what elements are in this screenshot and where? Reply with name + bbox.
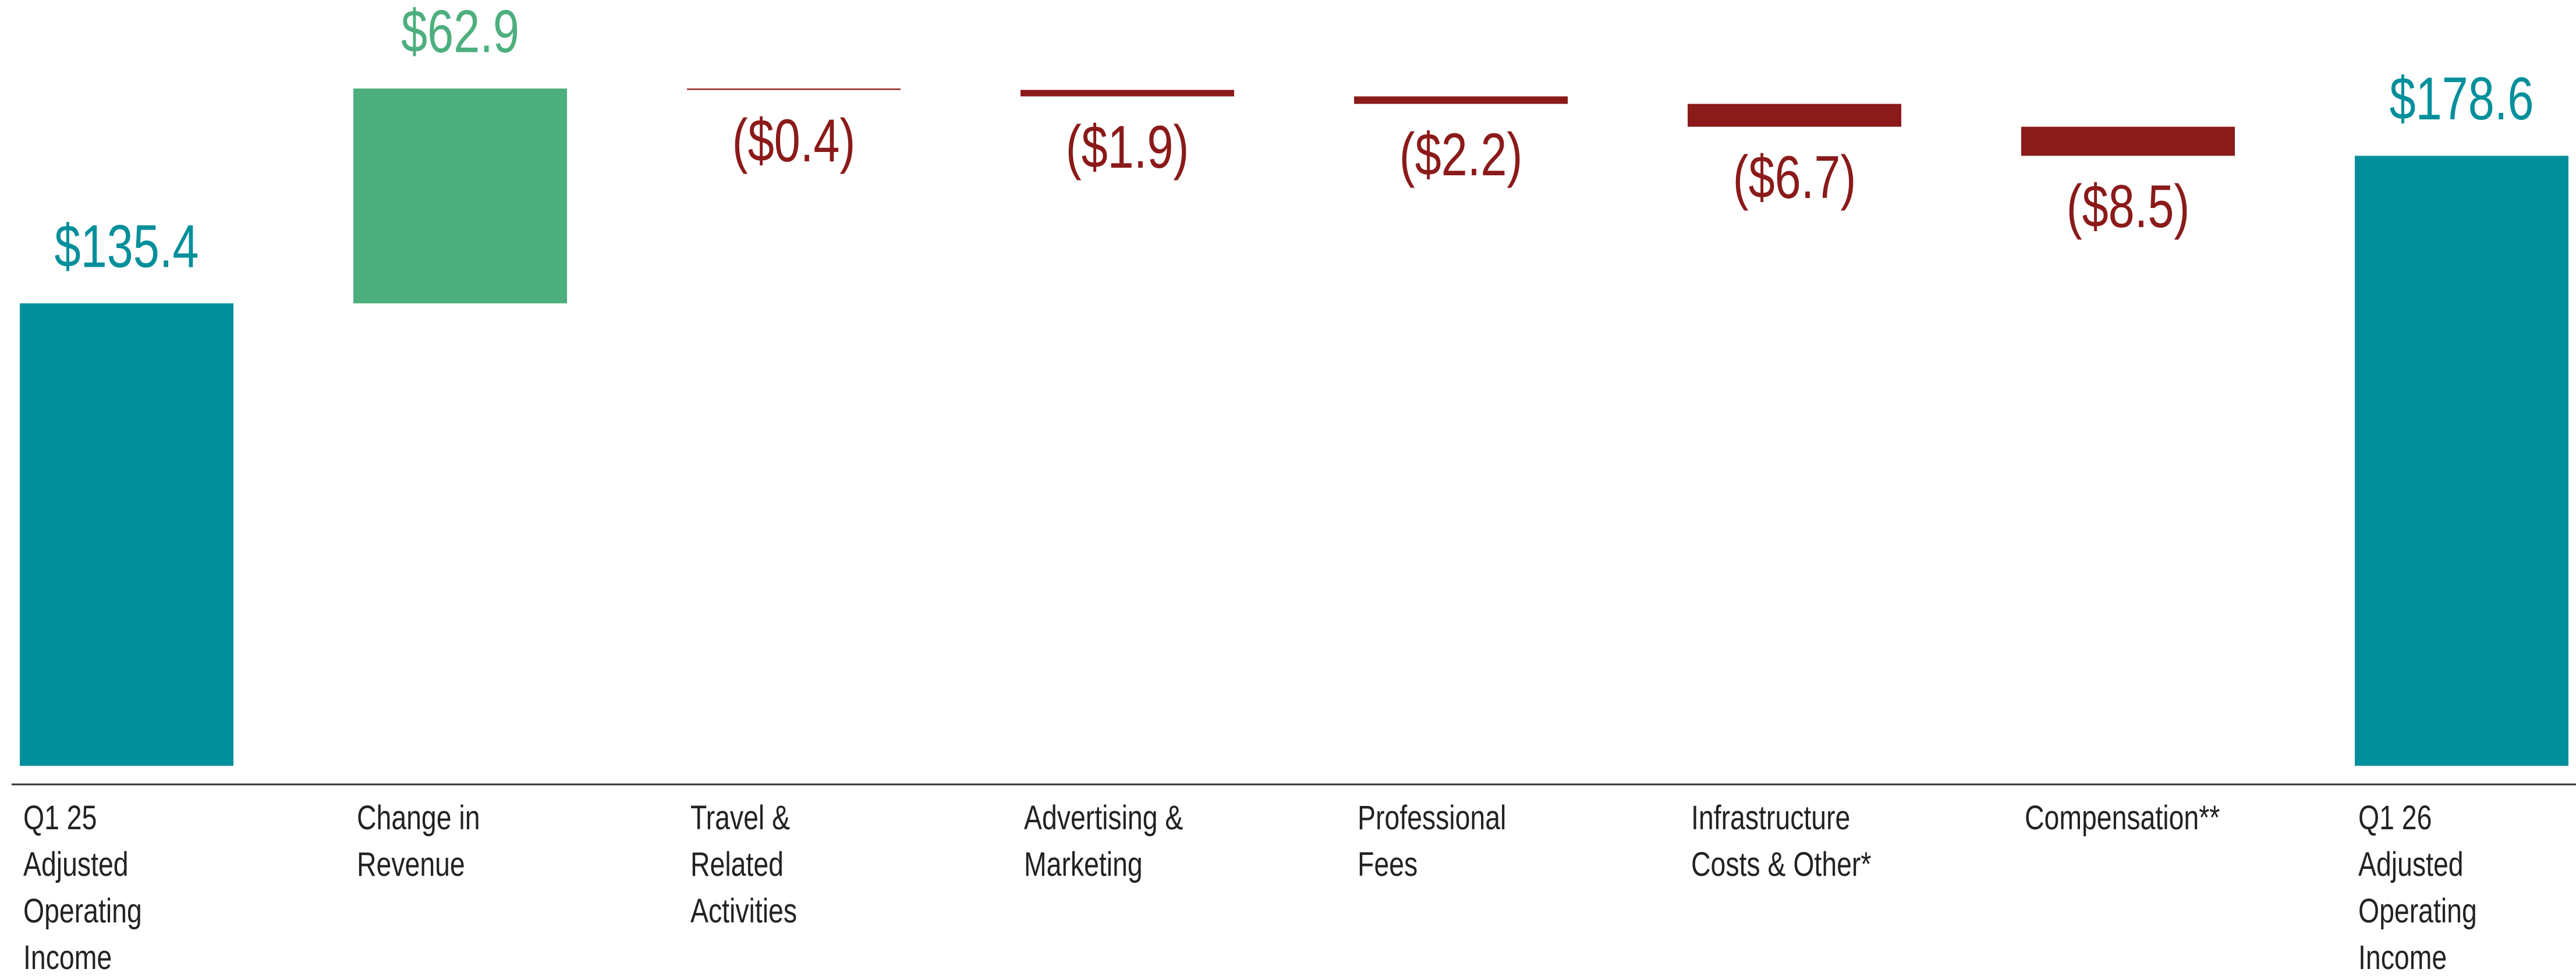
x-tick-label: Advertising & Marketing bbox=[1024, 795, 1183, 888]
value-label-group: ($6.7) bbox=[1733, 143, 1856, 211]
x-tick-label-line: Change in bbox=[357, 799, 480, 837]
bar bbox=[20, 303, 233, 766]
bar bbox=[1354, 96, 1568, 104]
x-tick-label-line: Revenue bbox=[357, 846, 465, 883]
x-tick-label: Q1 25 Adjusted Operating Income bbox=[23, 795, 142, 976]
x-tick-label-line: Q1 25 bbox=[23, 799, 97, 837]
bar bbox=[1688, 104, 1901, 127]
bar bbox=[2021, 126, 2235, 156]
bar bbox=[353, 89, 567, 303]
x-tick-label-line: Operating bbox=[23, 892, 142, 930]
x-tick-label-line: Adjusted bbox=[2358, 846, 2464, 883]
x-tick-label: Change in Revenue bbox=[357, 795, 480, 888]
x-tick-label-line: Compensation** bbox=[2025, 799, 2220, 837]
x-tick-label-line: Fees bbox=[1358, 846, 1418, 883]
value-label: $62.9 bbox=[401, 0, 519, 65]
x-tick-label-line: Related bbox=[690, 846, 784, 883]
x-tick-label: Travel & Related Activities bbox=[690, 795, 797, 935]
value-label: ($8.5) bbox=[2067, 172, 2190, 240]
x-tick-label-line: Activities bbox=[690, 892, 798, 930]
value-label-group: $62.9 bbox=[401, 0, 519, 65]
bar bbox=[2355, 155, 2568, 766]
value-label: ($6.7) bbox=[1733, 143, 1856, 211]
x-tick-label-line: Marketing bbox=[1024, 846, 1143, 883]
value-label-group: $178.6 bbox=[2389, 65, 2534, 132]
x-tick-label-line: Costs & Other* bbox=[1691, 846, 1872, 883]
x-tick-label: Q1 26 Adjusted Operating Income bbox=[2358, 795, 2477, 976]
x-tick-label-line: Travel & bbox=[690, 799, 791, 837]
value-label: $135.4 bbox=[54, 213, 199, 280]
value-label: $178.6 bbox=[2389, 65, 2534, 132]
x-tick-label: Infrastructure Costs & Other* bbox=[1691, 795, 1871, 888]
x-tick-label: Professional Fees bbox=[1358, 795, 1506, 888]
value-label-group: $135.4 bbox=[54, 213, 199, 280]
value-label-group: ($0.4) bbox=[732, 107, 856, 174]
x-tick-label-line: Infrastructure bbox=[1691, 799, 1851, 837]
value-label: ($0.4) bbox=[732, 107, 856, 174]
x-tick-label-line: Operating bbox=[2358, 892, 2477, 930]
x-tick-label: Compensation** bbox=[2025, 795, 2220, 841]
value-label-group: ($8.5) bbox=[2067, 172, 2190, 240]
bar bbox=[1021, 90, 1234, 97]
value-label-group: ($1.9) bbox=[1066, 113, 1189, 181]
value-label: ($1.9) bbox=[1066, 113, 1189, 181]
x-tick-label-line: Income bbox=[23, 939, 112, 976]
x-tick-label-line: Advertising & bbox=[1024, 799, 1184, 837]
bar bbox=[687, 89, 901, 90]
x-tick-label-line: Professional bbox=[1358, 799, 1507, 837]
x-tick-label-line: Adjusted bbox=[23, 846, 129, 883]
x-tick-label-line: Income bbox=[2358, 939, 2447, 976]
value-label-group: ($2.2) bbox=[1399, 121, 1523, 188]
x-tick-label-line: Q1 26 bbox=[2358, 799, 2432, 837]
value-label: ($2.2) bbox=[1399, 121, 1523, 188]
